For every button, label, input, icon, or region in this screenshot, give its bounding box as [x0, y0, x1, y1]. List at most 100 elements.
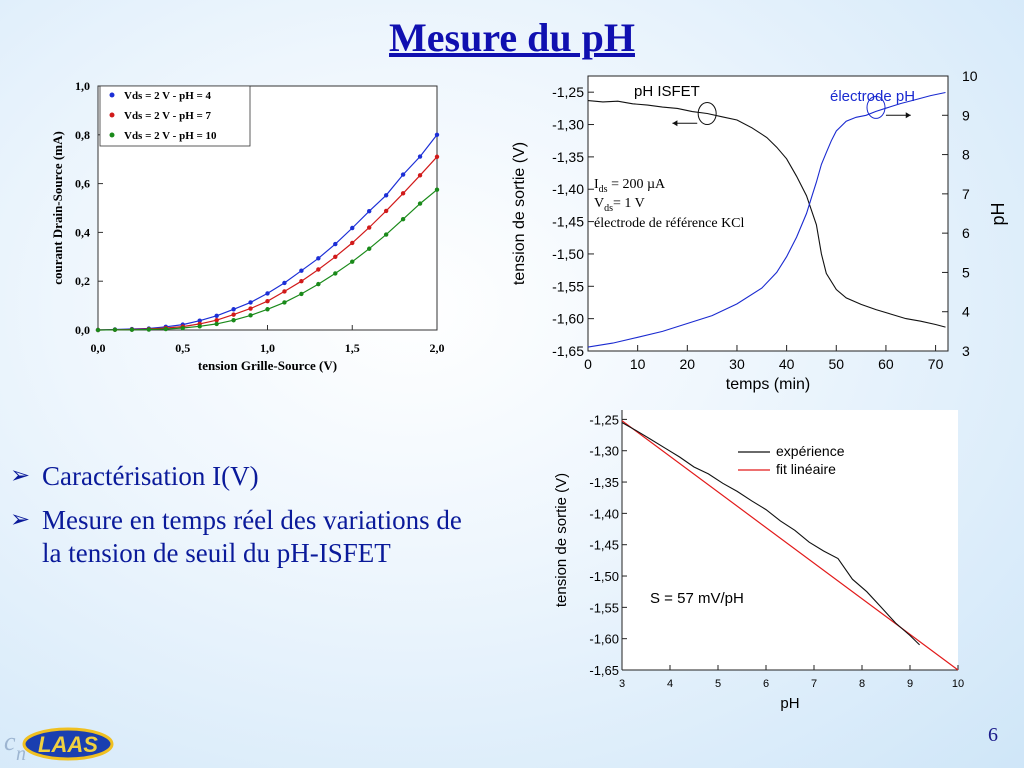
isfet-highlight-circle: [697, 102, 717, 126]
data-point: [299, 291, 304, 297]
annotation-ids: Ids = 200 µA: [594, 177, 666, 195]
data-point: [367, 225, 372, 230]
series-label-isfet: pH ISFET: [634, 83, 700, 100]
y2-tick-label: 3: [962, 343, 970, 359]
x-axis-label: pH: [780, 695, 799, 712]
data-point: [197, 318, 202, 323]
data-point: [333, 254, 338, 259]
data-point: [417, 154, 423, 159]
y-tick-label: 0,4: [75, 225, 90, 239]
data-point: [367, 246, 372, 251]
y-tick-label: -1,55: [552, 278, 584, 294]
data-point: [265, 299, 270, 304]
time-chart: 0 10 20 30 40 50 60 70 -1,25 -1,30 -1,35 -1,40 -1,45…: [511, 68, 1008, 393]
annotation-vds-label: V: [594, 196, 604, 211]
slide-title: Mesure du pH: [389, 15, 635, 60]
logo-text: LAAS: [38, 732, 98, 757]
y2-tick-label: 9: [962, 107, 970, 123]
page-number: 6: [988, 724, 998, 746]
y-tick-label: -1,55: [589, 600, 619, 615]
x-tick-label: 5: [715, 678, 721, 690]
data-point: [231, 307, 236, 312]
x-tick-label: 10: [630, 356, 646, 372]
data-point: [400, 191, 406, 196]
bullet-item: ➢ Mesure en temps réel des variations de…: [10, 504, 480, 569]
data-point: [400, 217, 406, 222]
data-point: [282, 280, 287, 286]
x-tick-label: 8: [859, 678, 865, 690]
data-point: [146, 327, 152, 332]
data-point: [163, 326, 168, 332]
y-tick-label: -1,35: [552, 149, 584, 165]
x-tick-label: 1,0: [260, 341, 275, 355]
y2-tick-label: 5: [962, 264, 970, 280]
x-axis-label: temps (min): [726, 376, 810, 393]
y-axis-label: tension de sortie (V): [511, 142, 528, 285]
x-tick-label: 30: [729, 356, 745, 372]
y-tick-label: 1,0: [75, 79, 90, 93]
data-point: [316, 267, 321, 272]
calibration-chart: 3 4 5 6 7 8 9 10 -1,25 -1,30 -1,35 -1,40 -1,45 -1,50 -…: [553, 410, 964, 712]
isfet-arrow-icon: [672, 120, 678, 127]
data-point: [383, 232, 389, 237]
legend-label: fit linéaire: [776, 461, 836, 477]
y2-tick-label: 7: [962, 186, 970, 202]
data-point: [316, 281, 321, 287]
y-tick-label: -1,50: [589, 569, 619, 584]
y-tick-label: 0,8: [75, 128, 90, 142]
annotation-ids-sub: ds: [599, 184, 608, 195]
y-tick-label: 0,6: [75, 177, 90, 191]
x-tick-label: 60: [878, 356, 894, 372]
electrode-highlight-circle: [866, 95, 886, 119]
electrode-arrow-icon: [905, 112, 911, 119]
bullet-text: Caractérisation I(V): [42, 461, 259, 491]
data-point: [333, 241, 338, 247]
y-tick-label: -1,35: [589, 475, 619, 490]
y2-tick-label: 8: [962, 147, 970, 163]
data-point: [214, 321, 219, 327]
data-point: [282, 289, 287, 294]
data-point: [180, 325, 185, 331]
data-point: [367, 208, 372, 214]
data-point: [214, 318, 219, 323]
y-tick-label: -1,40: [589, 506, 619, 521]
x-tick-label: 7: [811, 678, 817, 690]
bullet-arrow-icon: ➢: [10, 507, 31, 534]
data-point: [350, 225, 355, 231]
data-point: [265, 307, 270, 312]
y-tick-label: -1,65: [552, 343, 584, 359]
plot-area: [622, 410, 958, 670]
x-tick-label: 0,0: [91, 341, 106, 355]
x-tick-label: 9: [907, 678, 913, 690]
legend-marker: [109, 92, 115, 98]
y-tick-label: -1,40: [552, 181, 584, 197]
data-point: [265, 291, 270, 296]
data-point: [248, 306, 253, 311]
x-tick-label: 0,5: [175, 341, 190, 355]
legend-label: Vds = 2 V - pH = 7: [124, 110, 212, 122]
x-tick-label: 2,0: [430, 341, 445, 355]
data-point: [333, 271, 338, 276]
y2-tick-label: 4: [962, 304, 970, 320]
y-tick-label: -1,25: [589, 412, 619, 427]
y-axis-label: courant Drain-Source (mA): [50, 131, 65, 285]
x-axis-label: tension Grille-Source (V): [198, 358, 337, 373]
data-point: [282, 300, 287, 305]
y2-tick-label: 6: [962, 225, 970, 241]
bullet-list: ➢ Caractérisation I(V) ➢ Mesure en temps…: [10, 460, 480, 581]
legend-marker: [109, 112, 115, 118]
x-tick-label: 70: [928, 356, 944, 372]
annotation-ref: électrode de référence KCl: [594, 216, 745, 231]
laas-logo: c n LAAS: [4, 727, 114, 765]
x-tick-label: 0: [584, 356, 592, 372]
data-point: [383, 208, 389, 214]
annotation-ids-value: = 200 µA: [608, 177, 666, 192]
x-tick-label: 3: [619, 678, 625, 690]
y-tick-label: 0,0: [75, 323, 90, 337]
y-tick-label: 0,2: [75, 274, 90, 288]
data-point: [350, 240, 355, 246]
x-tick-label: 6: [763, 678, 769, 690]
data-point: [231, 318, 236, 323]
bullet-text: Mesure en temps réel des variations de l…: [42, 505, 462, 568]
annotation-vds-sub: ds: [604, 203, 613, 214]
